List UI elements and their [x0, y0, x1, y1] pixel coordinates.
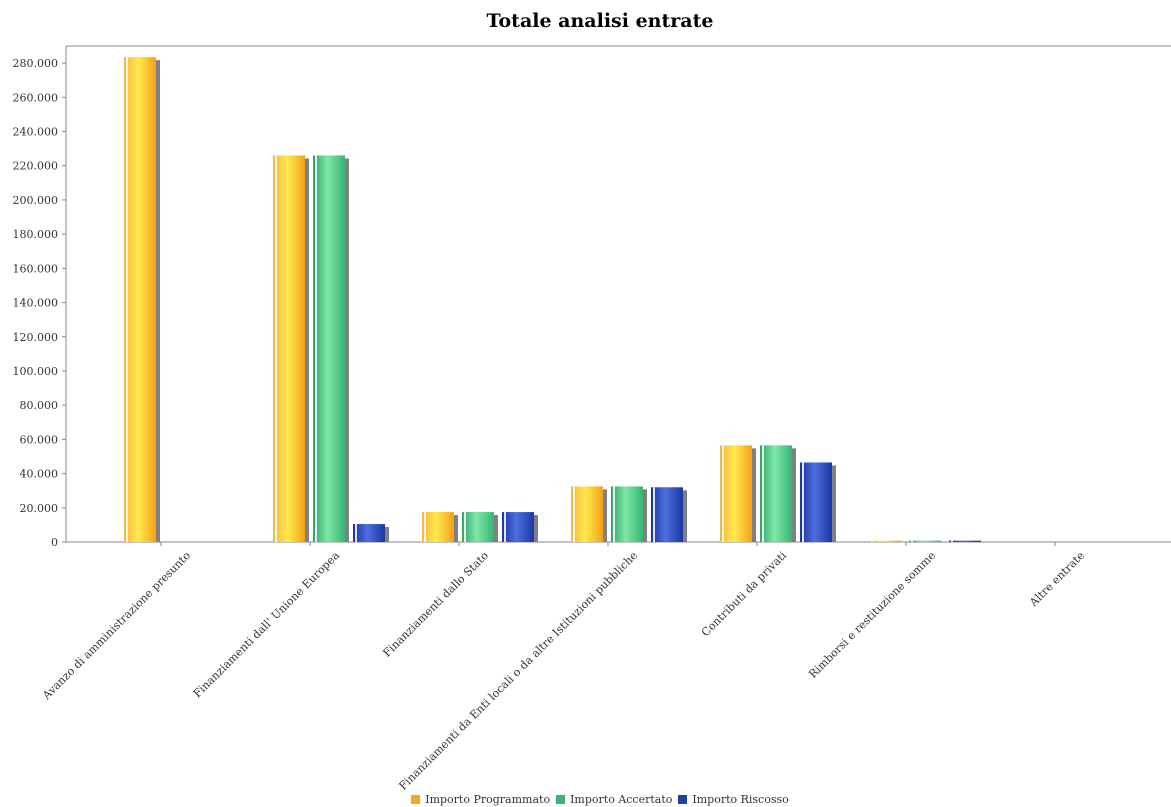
x-tick-label: Altre entrate: [1026, 549, 1087, 610]
y-tick-label: 100.000: [13, 365, 59, 378]
bar-highlight: [355, 524, 357, 542]
bar-importo-riscosso: [353, 524, 385, 542]
bar-importo-accertato: [611, 486, 643, 542]
bar-highlight: [613, 486, 615, 542]
x-tick-label: Rimborsi e restituzione somme: [806, 549, 938, 681]
chart-title: Totale analisi entrate: [486, 10, 714, 32]
bar-importo-riscosso: [800, 462, 832, 542]
bar-importo-programmato: [422, 512, 454, 542]
x-tick-label: Finanziamenti dall' Unione Europea: [191, 549, 343, 701]
bar-highlight: [951, 540, 953, 542]
x-tick-label: Avanzo di amministrazione presunto: [39, 549, 193, 703]
bar-importo-programmato: [273, 155, 305, 542]
legend-swatch: [678, 795, 688, 804]
bar-highlight: [911, 540, 913, 542]
bar-highlight: [722, 445, 724, 542]
bar-highlight: [653, 487, 655, 542]
bar-importo-riscosso: [949, 540, 981, 542]
x-tick-label: Contributi da privati: [699, 549, 790, 640]
bar-highlight: [424, 512, 426, 542]
y-tick-label: 40.000: [20, 468, 59, 481]
bar-highlight: [871, 540, 873, 542]
y-tick-label: 0: [51, 536, 58, 549]
bar-highlight: [802, 462, 804, 542]
bar-highlight: [126, 57, 128, 542]
y-tick-label: 20.000: [20, 502, 59, 515]
bar-importo-accertato: [760, 445, 792, 542]
legend-item: Importo Programmato: [411, 793, 550, 806]
bar-importo-accertato: [909, 540, 941, 542]
y-tick-label: 200.000: [13, 194, 59, 207]
bar-highlight: [464, 512, 466, 542]
y-tick-label: 120.000: [13, 331, 59, 344]
y-tick-label: 160.000: [13, 262, 59, 275]
y-tick-label: 220.000: [13, 160, 59, 173]
bar-importo-accertato: [313, 155, 345, 542]
bar-highlight: [762, 445, 764, 542]
x-tick-label: Finanziamenti da Enti locali o da altre …: [396, 549, 640, 793]
bar-highlight: [504, 512, 506, 542]
bar-importo-programmato: [720, 445, 752, 542]
y-tick-label: 80.000: [20, 399, 59, 412]
y-tick-label: 280.000: [13, 57, 59, 70]
bar-importo-accertato: [462, 512, 494, 542]
legend-item: Importo Riscosso: [678, 793, 789, 806]
bar-importo-programmato: [869, 540, 901, 542]
y-tick-label: 260.000: [13, 91, 59, 104]
bar-importo-riscosso: [502, 512, 534, 542]
legend-label: Importo Programmato: [425, 793, 551, 806]
legend-item: Importo Accertato: [556, 793, 672, 806]
legend-swatch: [411, 795, 421, 804]
legend-swatch: [556, 795, 566, 804]
bar-importo-riscosso: [651, 487, 683, 542]
y-tick-label: 180.000: [13, 228, 59, 241]
bar-importo-programmato: [124, 57, 156, 542]
x-tick-label: Finanziamenti dallo Stato: [380, 549, 491, 660]
bar-highlight: [275, 155, 277, 542]
bar-highlight: [315, 155, 317, 542]
bar-highlight: [573, 486, 575, 542]
y-tick-label: 240.000: [13, 126, 59, 139]
y-tick-label: 140.000: [13, 297, 59, 310]
legend-label: Importo Accertato: [570, 793, 673, 806]
plot-area: 0 20.000 40.000 60.000 80.000 100.000 120.000 1…: [13, 45, 1171, 793]
legend: Importo Programmato Importo Accertato Impo…: [0, 793, 1171, 807]
legend-label: Importo Riscosso: [692, 793, 789, 806]
y-tick-label: 60.000: [20, 433, 59, 446]
bar-importo-programmato: [571, 486, 603, 542]
